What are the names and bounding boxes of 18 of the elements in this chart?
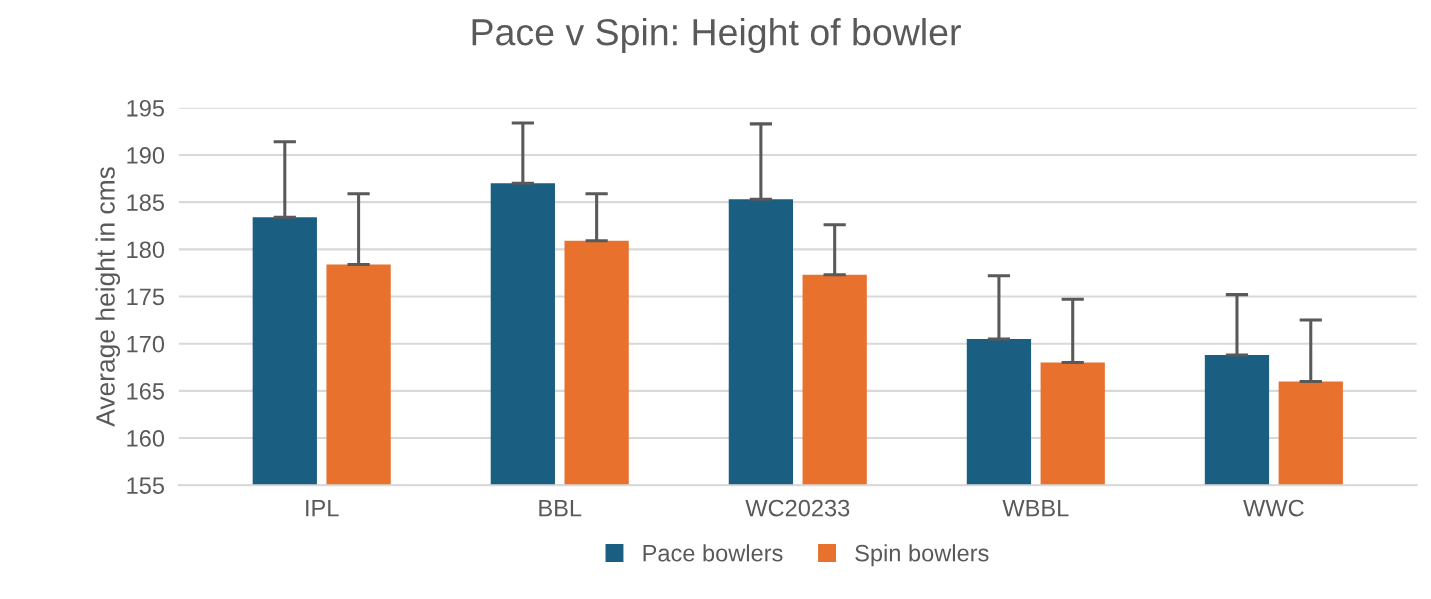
y-tick-label: 190 xyxy=(127,147,165,164)
x-tick-label: BBL xyxy=(539,499,582,517)
legend-label: Pace bowlers xyxy=(643,544,783,562)
y-tick-label: 165 xyxy=(127,382,164,400)
legend-label: Spin bowlers xyxy=(855,544,989,567)
y-tick-label: 185 xyxy=(127,194,164,211)
x-tick-label: WBBL xyxy=(1002,499,1069,517)
x-tick-label: WWC xyxy=(1243,499,1304,517)
x-tick-label: WC20233 xyxy=(745,499,850,517)
y-tick-label: 180 xyxy=(127,241,165,259)
x-tick-label: IPL xyxy=(306,499,339,517)
chart-title: Pace v Spin: Height of bowler xyxy=(472,17,961,53)
y-tick-label: 170 xyxy=(127,335,165,353)
y-tick-label: 155 xyxy=(127,477,164,494)
y-tick-label: 195 xyxy=(127,99,164,117)
y-tick-label: 160 xyxy=(127,430,165,447)
y-axis-title: Average height in cms xyxy=(95,167,121,427)
y-tick-label: 175 xyxy=(127,288,164,306)
